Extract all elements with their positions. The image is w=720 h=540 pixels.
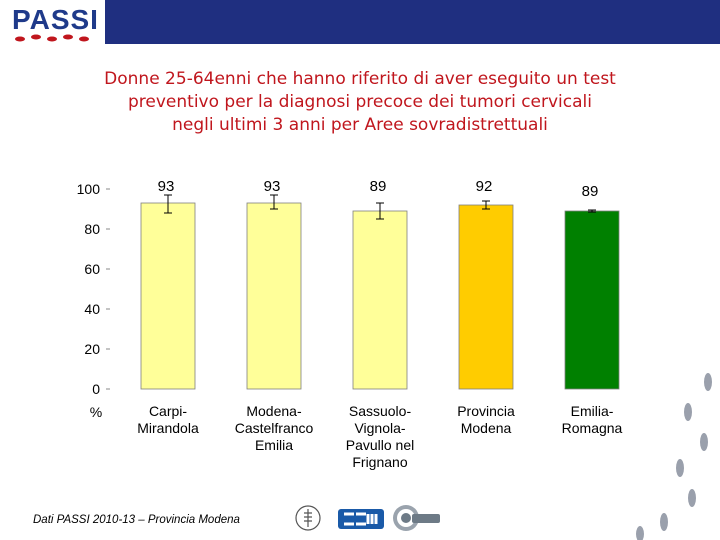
x-category-label: Emilia-Romagna: [562, 403, 623, 436]
y-tick-label: 0: [92, 381, 100, 397]
bar: [140, 202, 196, 390]
x-category-label: Modena-Castelfranco Emilia: [235, 403, 314, 453]
seal-logo-icon: [295, 505, 321, 531]
title-line-2: preventivo per la diagnosi precoce dei t…: [128, 92, 592, 112]
chart-title: Donne 25-64enni che hanno riferito di av…: [0, 68, 720, 137]
y-tick-label: 60: [84, 261, 100, 277]
header-band: [105, 0, 720, 44]
x-category-line: Modena-: [246, 403, 302, 419]
data-label: 89: [370, 178, 387, 195]
footprints-decoration-icon: [636, 373, 712, 540]
x-category-line: Emilia-: [571, 403, 614, 419]
logo-text: PASSI: [12, 4, 99, 35]
passi-logo: PASSI: [6, 2, 102, 44]
data-label: 92: [476, 178, 493, 195]
partner-logos: [295, 505, 440, 531]
y-tick-label: 100: [77, 181, 101, 197]
x-category-line: Castelfranco: [235, 420, 314, 436]
y-tick-label: 20: [84, 341, 100, 357]
bar: [564, 210, 620, 390]
x-category-label: Provincia Modena: [457, 403, 515, 436]
footprints-logo-icon: [15, 34, 89, 42]
x-category-line: Provincia: [457, 403, 515, 419]
x-category-line: Pavullo nel: [346, 437, 415, 453]
bar-chart: 020406080100%93Carpi-Mirandola93Modena-C…: [77, 178, 623, 470]
source-note: Dati PASSI 2010-13 – Provincia Modena: [33, 514, 240, 526]
x-category-line: Mirandola: [137, 420, 199, 436]
x-category-label: Sassuolo-Vignola-Pavullo nel Frignano: [346, 403, 415, 470]
data-label: 93: [158, 178, 175, 195]
y-tick-label: 80: [84, 221, 100, 237]
x-category-line: Frignano: [352, 454, 407, 470]
x-category-line: Emilia: [255, 437, 293, 453]
bar: [458, 204, 514, 390]
bar: [352, 210, 408, 390]
bar: [246, 202, 302, 390]
x-category-line: Modena: [461, 420, 512, 436]
title-line-3: negli ultimi 3 anni per Aree sovradistre…: [172, 115, 548, 135]
y-axis-label: %: [90, 404, 102, 420]
x-category-line: Romagna: [562, 420, 623, 436]
x-category-label: Carpi-Mirandola: [137, 403, 199, 436]
x-category-line: Vignola-: [354, 420, 405, 436]
title-line-1: Donne 25-64enni che hanno riferito di av…: [104, 69, 616, 89]
y-tick-label: 40: [84, 301, 100, 317]
data-label: 93: [264, 178, 281, 195]
data-label: 89: [582, 183, 599, 200]
ccm-logo-icon: [338, 509, 384, 529]
x-category-line: Carpi-: [149, 403, 187, 419]
gisps-logo-icon: [393, 505, 440, 531]
x-category-line: Sassuolo-: [349, 403, 412, 419]
